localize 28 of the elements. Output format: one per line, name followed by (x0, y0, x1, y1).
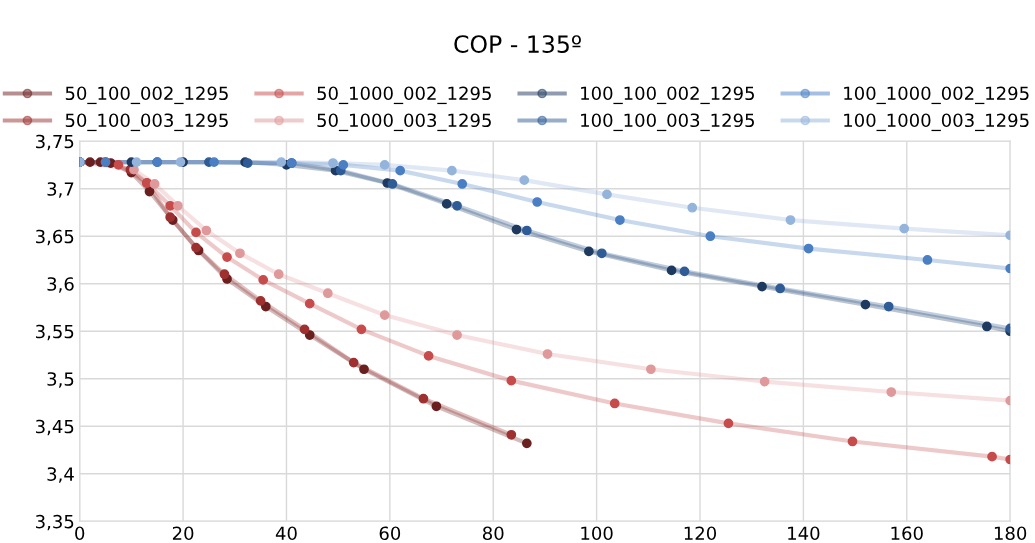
legend-label: 50_100_003_1295 (65, 113, 228, 132)
y-tick-label: 3,6 (47, 277, 74, 293)
x-tick-label: 180 (994, 526, 1027, 541)
y-tick-label: 3,75 (36, 134, 74, 151)
chart-title: COP - 135º (454, 35, 581, 54)
x-tick-label: 80 (482, 526, 504, 541)
y-tick-label: 3,55 (36, 324, 74, 341)
x-tick-label: 160 (891, 526, 923, 541)
x-tick-label: 140 (788, 526, 820, 541)
x-tick-label: 0 (75, 526, 85, 541)
x-tick-label: 20 (172, 526, 194, 541)
legend-label: 100_1000_003_1295 (844, 113, 1029, 132)
legend-label: 100_100_002_1295 (581, 86, 754, 105)
x-tick-label: 100 (581, 526, 613, 541)
y-tick-label: 3,5 (47, 372, 74, 388)
x-tick-label: 40 (275, 526, 297, 541)
legend-label: 100_100_003_1295 (581, 113, 754, 132)
legend-label: 50_1000_002_1295 (317, 86, 491, 105)
y-tick-label: 3,45 (36, 419, 74, 436)
x-tick-label: 120 (684, 526, 717, 541)
y-tick-label: 3,4 (47, 467, 74, 483)
legend-label: 100_1000_002_1295 (844, 86, 1029, 105)
y-tick-label: 3,7 (47, 182, 74, 198)
x-tick-label: 60 (379, 526, 401, 541)
y-tick-label: 3,35 (36, 514, 74, 531)
legend-label: 50_100_002_1295 (65, 86, 228, 105)
legend-label: 50_1000_003_1295 (317, 113, 491, 132)
y-tick-label: 3,65 (36, 229, 74, 246)
